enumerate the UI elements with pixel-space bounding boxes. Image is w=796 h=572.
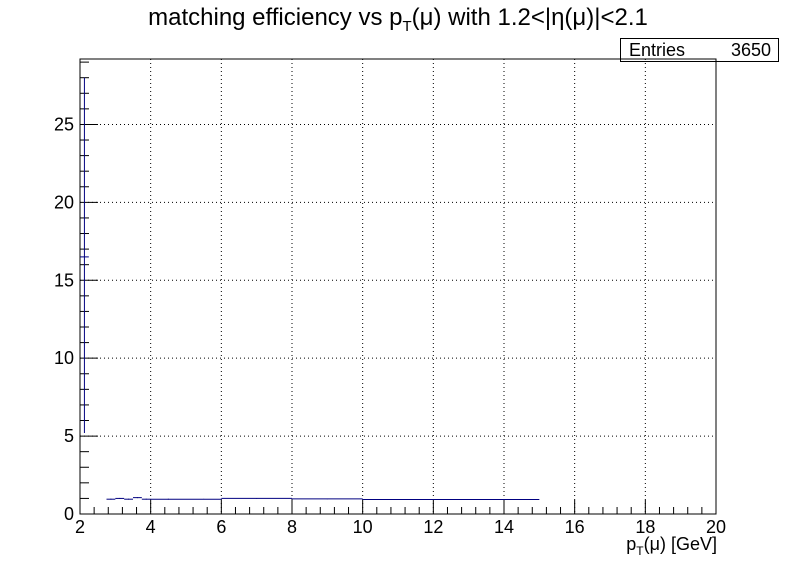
stats-entries-label: Entries [629, 40, 686, 60]
x-tick-label: 18 [635, 517, 655, 537]
x-tick-label: 20 [706, 517, 726, 537]
y-tick-label: 5 [64, 426, 74, 446]
y-tick-label: 0 [64, 504, 74, 524]
x-tick-label: 2 [75, 517, 85, 537]
chart-title-suffix: (μ) with 1.2<|η(μ)|<2.1 [411, 4, 648, 31]
x-axis-label: pT(μ) [GeV] [626, 534, 717, 558]
x-tick-label: 10 [353, 517, 373, 537]
chart-title: matching efficiency vs pT(μ) with 1.2<|η… [0, 4, 796, 35]
x-axis-label-subscript: T [636, 544, 644, 558]
stats-box: Entries 3650 [620, 38, 779, 62]
stats-entries-value: 3650 [730, 40, 771, 60]
x-tick-label: 12 [423, 517, 443, 537]
x-tick-label: 4 [146, 517, 156, 537]
y-tick-label: 15 [54, 270, 74, 290]
y-tick-label: 20 [54, 192, 74, 212]
x-tick-label: 6 [216, 517, 226, 537]
x-tick-label: 14 [494, 517, 514, 537]
y-tick-label: 25 [54, 114, 74, 134]
x-axis-label-suffix: (μ) [GeV] [643, 534, 717, 554]
chart-title-prefix: matching efficiency vs p [148, 4, 403, 31]
x-tick-label: 8 [287, 517, 297, 537]
plot-frame [79, 58, 717, 515]
y-tick-label: 10 [54, 348, 74, 368]
chart-title-subscript: T [402, 18, 412, 35]
x-tick-label: 16 [565, 517, 585, 537]
x-axis-label-prefix: p [626, 534, 637, 554]
